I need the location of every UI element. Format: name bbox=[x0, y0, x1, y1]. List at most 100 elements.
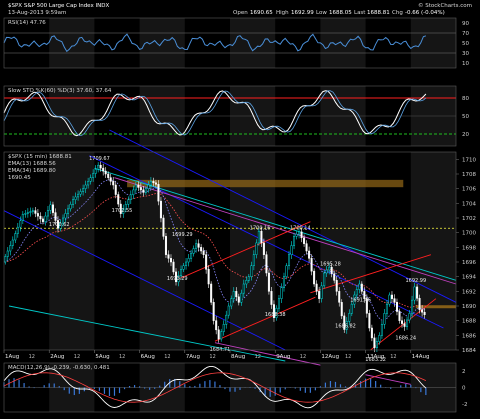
candle-body bbox=[99, 164, 102, 169]
candle-body bbox=[149, 181, 152, 186]
resistance-zone bbox=[127, 179, 404, 188]
price-annotation: 1686.82 bbox=[335, 323, 356, 329]
stoch-k-line bbox=[3, 90, 427, 137]
candle-body bbox=[350, 303, 353, 314]
candle-body bbox=[323, 272, 326, 287]
trend-channel-line bbox=[214, 296, 316, 342]
price-tick-label: 1704 bbox=[462, 201, 476, 207]
rsi-tick-label: 50 bbox=[462, 41, 469, 47]
candle-body bbox=[169, 258, 172, 263]
candle-body bbox=[72, 199, 75, 205]
price-annotation: 1700.62 bbox=[49, 222, 70, 228]
candle-body bbox=[62, 217, 65, 224]
candle-body bbox=[19, 220, 22, 228]
candle-body bbox=[59, 222, 62, 229]
candle-body bbox=[340, 302, 343, 317]
candle-body bbox=[117, 194, 120, 205]
candle-body bbox=[215, 320, 218, 331]
candle-body bbox=[64, 213, 67, 219]
candle-body bbox=[267, 272, 270, 292]
candle-body bbox=[44, 215, 47, 222]
price-tick-label: 1690 bbox=[462, 304, 476, 310]
candle-body bbox=[262, 242, 265, 255]
candle-body bbox=[107, 173, 110, 178]
candle-body bbox=[87, 181, 90, 186]
candle-body bbox=[408, 313, 411, 321]
x-hour-label: 12 bbox=[74, 354, 80, 360]
price-tick-label: 1710 bbox=[462, 157, 476, 163]
candle-body bbox=[305, 243, 308, 252]
x-date-label: 6Aug bbox=[141, 354, 155, 360]
price-annotation: 1692.99 bbox=[405, 278, 426, 284]
candle-body bbox=[152, 181, 155, 184]
candle-body bbox=[355, 289, 358, 296]
candle-body bbox=[129, 194, 132, 200]
price-tick-label: 1700 bbox=[462, 231, 476, 237]
candle-body bbox=[24, 213, 27, 215]
x-date-label: 7Aug bbox=[186, 354, 200, 360]
candle-body bbox=[205, 254, 208, 270]
candle-body bbox=[303, 237, 306, 244]
candle-body bbox=[6, 250, 9, 257]
candle-body bbox=[134, 184, 137, 191]
candle-body bbox=[398, 311, 401, 321]
candle-body bbox=[94, 169, 97, 174]
candle-body bbox=[222, 324, 225, 332]
candle-body bbox=[41, 218, 44, 222]
price-annotation: 1693.29 bbox=[167, 276, 188, 282]
stockcharts-watermark: © StockCharts.com bbox=[418, 2, 472, 9]
price-tick-label: 1686 bbox=[462, 333, 476, 339]
candle-body bbox=[69, 204, 72, 210]
candle-body bbox=[227, 305, 230, 316]
candle-body bbox=[393, 298, 396, 303]
trend-channel-line bbox=[94, 167, 457, 281]
trend-channel-line bbox=[114, 177, 457, 285]
candle-body bbox=[4, 256, 7, 263]
x-date-label: 9Aug bbox=[276, 354, 290, 360]
candle-body bbox=[195, 243, 198, 249]
candle-body bbox=[320, 285, 323, 299]
candle-body bbox=[343, 315, 346, 330]
candle-body bbox=[104, 170, 107, 175]
candle-body bbox=[247, 276, 250, 281]
candle-body bbox=[49, 204, 52, 211]
price-legend-entry: 1690.45 bbox=[8, 175, 31, 181]
ohlc-high-value: 1692.99 bbox=[291, 10, 314, 16]
candle-body bbox=[293, 236, 296, 246]
price-legend-entry: EMA(34) 1689.80 bbox=[8, 168, 56, 174]
candle-body bbox=[272, 304, 275, 318]
candle-body bbox=[348, 313, 351, 322]
price-annotation: 1700.16 bbox=[250, 225, 271, 231]
price-annotation: 1686.24 bbox=[395, 336, 416, 342]
candle-body bbox=[147, 184, 150, 189]
candle-body bbox=[328, 266, 331, 271]
candle-body bbox=[318, 291, 321, 299]
candle-body bbox=[102, 167, 105, 172]
x-hour-label: 12 bbox=[390, 354, 396, 360]
candle-body bbox=[335, 280, 338, 292]
candle-body bbox=[421, 309, 424, 313]
chart-header-symbol: $SPX S&P 500 Large Cap Index INDX bbox=[8, 3, 109, 9]
rsi-tick-label: 90 bbox=[462, 21, 469, 27]
candle-body bbox=[11, 239, 14, 246]
macd-signal-line bbox=[3, 372, 427, 403]
rsi-panel-frame bbox=[3, 17, 457, 69]
x-date-label: 8Aug bbox=[231, 354, 245, 360]
candle-body bbox=[282, 276, 285, 288]
trend-channel-line bbox=[8, 305, 286, 362]
candle-body bbox=[46, 210, 49, 217]
stoch-panel-frame bbox=[3, 85, 457, 147]
candle-body bbox=[54, 212, 57, 221]
candle-body bbox=[373, 337, 376, 349]
stoch-tick-label: 20 bbox=[462, 132, 469, 138]
candle-body bbox=[159, 200, 162, 219]
day-shade-band bbox=[410, 18, 456, 68]
price-tick-label: 1684 bbox=[462, 348, 476, 354]
candle-body bbox=[21, 214, 24, 221]
trend-channel-line bbox=[310, 254, 432, 294]
price-legend-entry: $SPX (15 min) 1688.81 bbox=[8, 154, 72, 160]
candle-body bbox=[180, 269, 183, 276]
candle-body bbox=[313, 270, 316, 285]
